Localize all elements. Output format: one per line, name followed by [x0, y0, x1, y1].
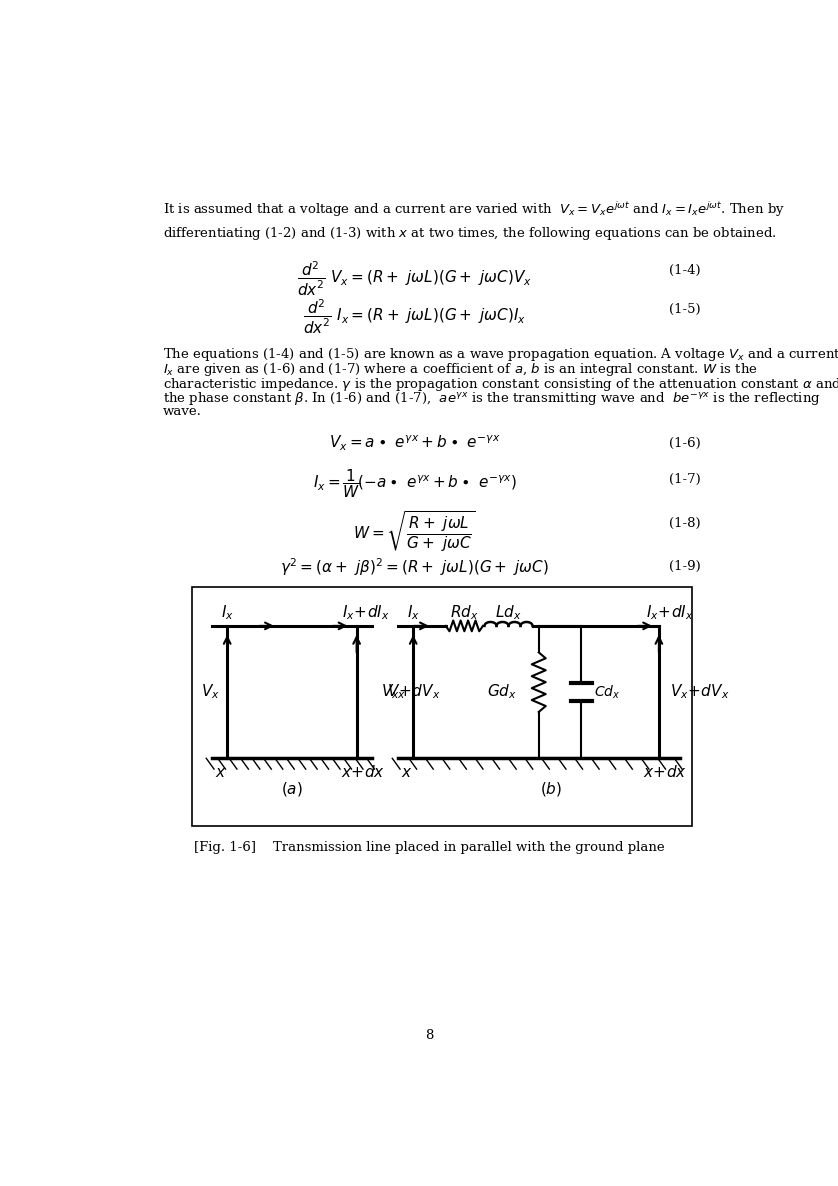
Text: $I_x$: $I_x$	[220, 604, 234, 621]
Text: characteristic impedance. $\gamma$ is the propagation constant consisting of the: characteristic impedance. $\gamma$ is th…	[163, 376, 838, 393]
Text: $V_x$: $V_x$	[201, 683, 220, 701]
Text: It is assumed that a voltage and a current are varied with  $V_x = V_xe^{j\omega: It is assumed that a voltage and a curre…	[163, 200, 785, 219]
Text: $\dfrac{d^2}{dx^2}\ V_x = (R +\ j\omega L)(G +\ j\omega C)V_x$: $\dfrac{d^2}{dx^2}\ V_x = (R +\ j\omega …	[297, 260, 532, 298]
Text: the phase constant $\beta$. In (1-6) and (1-7),  $ae^{\gamma x}$ is the transmit: the phase constant $\beta$. In (1-6) and…	[163, 390, 820, 407]
Text: $I_x$: $I_x$	[406, 604, 420, 621]
Text: (1-7): (1-7)	[669, 473, 701, 486]
Text: $V_x\!+\!dV_x$: $V_x\!+\!dV_x$	[670, 683, 729, 701]
Text: The equations (1-4) and (1-5) are known as a wave propagation equation. A voltag: The equations (1-4) and (1-5) are known …	[163, 346, 838, 363]
Text: (1-9): (1-9)	[669, 561, 701, 573]
Text: (1-5): (1-5)	[669, 302, 701, 315]
Text: $V_x$: $V_x$	[387, 683, 406, 701]
Text: $V_x = a\bullet\ e^{\gamma x} + b\bullet\ e^{-\gamma x}$: $V_x = a\bullet\ e^{\gamma x} + b\bullet…	[329, 433, 500, 453]
Text: $\gamma^2 = (\alpha +\ j\beta)^2 = (R +\ j\omega L)(G +\ j\omega C)$: $\gamma^2 = (\alpha +\ j\beta)^2 = (R +\…	[281, 556, 549, 579]
Text: $I_x = \dfrac{1}{W}\!\left(-a\bullet\ e^{\gamma x} + b\bullet\ e^{-\gamma x}\rig: $I_x = \dfrac{1}{W}\!\left(-a\bullet\ e^…	[313, 467, 517, 500]
Text: wave.: wave.	[163, 404, 202, 417]
Text: (1-4): (1-4)	[669, 264, 701, 278]
Bar	[192, 587, 692, 827]
Text: $Rd_x$: $Rd_x$	[450, 604, 478, 621]
Text: $(a)$: $(a)$	[281, 780, 303, 798]
Text: $Ld_x$: $Ld_x$	[495, 604, 522, 621]
Text: $I_x$ are given as (1-6) and (1-7) where a coefficient of $a$, $b$ is an integra: $I_x$ are given as (1-6) and (1-7) where…	[163, 361, 758, 378]
Text: $W = \sqrt{\dfrac{R +\ j\omega L}{G +\ j\omega C}}$: $W = \sqrt{\dfrac{R +\ j\omega L}{G +\ j…	[354, 510, 476, 554]
Text: $Gd_x$: $Gd_x$	[487, 683, 517, 701]
Text: $V_x\!+\!dV_x$: $V_x\!+\!dV_x$	[381, 683, 441, 701]
Text: $(b)$: $(b)$	[541, 780, 562, 798]
Text: $Cd_x$: $Cd_x$	[594, 683, 620, 701]
Text: (1-6): (1-6)	[669, 438, 701, 451]
Text: $\dfrac{d^2}{dx^2}\ I_x = (R +\ j\omega L)(G +\ j\omega C)I_x$: $\dfrac{d^2}{dx^2}\ I_x = (R +\ j\omega …	[303, 298, 526, 336]
Text: $x$: $x$	[401, 766, 413, 780]
Text: [Fig. 1-6]    Transmission line placed in parallel with the ground plane: [Fig. 1-6] Transmission line placed in p…	[194, 842, 665, 854]
Text: (1-8): (1-8)	[669, 517, 701, 530]
Text: $I_x\!+\!dI_x$: $I_x\!+\!dI_x$	[646, 604, 694, 621]
Text: $x\!+\!dx$: $x\!+\!dx$	[341, 764, 385, 780]
Text: 8: 8	[426, 1029, 433, 1042]
Text: $I_x\!+\!dI_x$: $I_x\!+\!dI_x$	[342, 604, 390, 621]
Text: $x\!+\!dx$: $x\!+\!dx$	[643, 764, 687, 780]
Text: $x$: $x$	[215, 766, 227, 780]
Text: differentiating (1-2) and (1-3) with $x$ at two times, the following equations c: differentiating (1-2) and (1-3) with $x$…	[163, 225, 777, 242]
